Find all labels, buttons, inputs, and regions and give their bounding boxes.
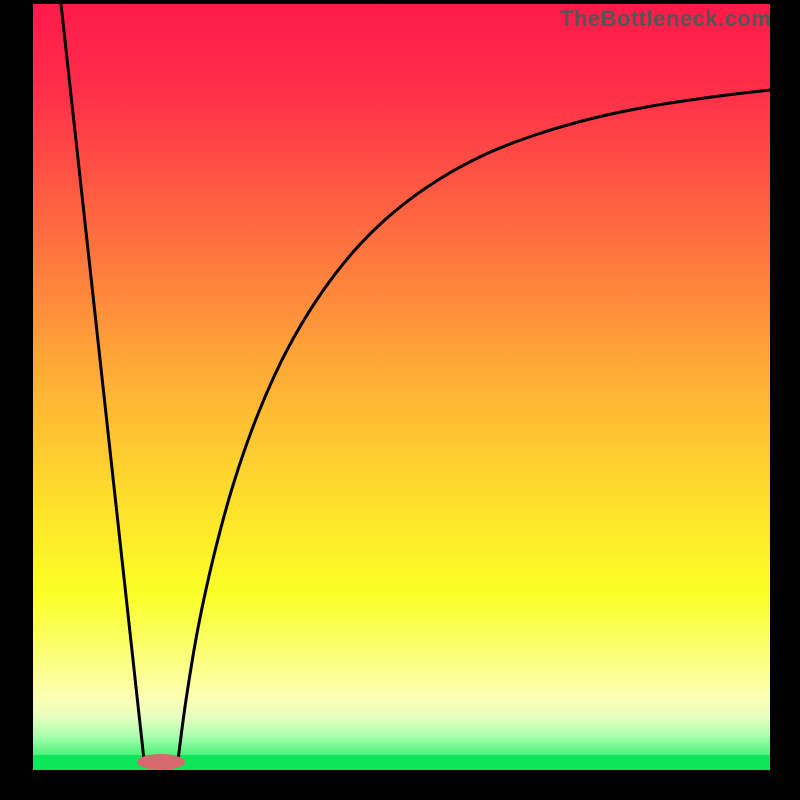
- optimal-marker: [0, 0, 800, 800]
- watermark-text: TheBottleneck.com: [560, 6, 771, 32]
- chart-container: TheBottleneck.com: [0, 0, 800, 800]
